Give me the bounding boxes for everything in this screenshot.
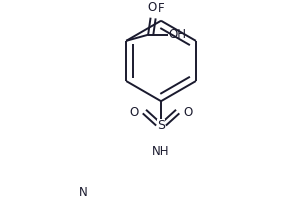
- Text: O: O: [130, 106, 139, 119]
- Text: N: N: [79, 186, 88, 199]
- Text: NH: NH: [152, 145, 170, 158]
- Text: F: F: [158, 2, 164, 15]
- Text: O: O: [183, 106, 192, 119]
- Text: OH: OH: [169, 28, 187, 41]
- Text: O: O: [147, 1, 156, 14]
- Text: S: S: [157, 119, 165, 132]
